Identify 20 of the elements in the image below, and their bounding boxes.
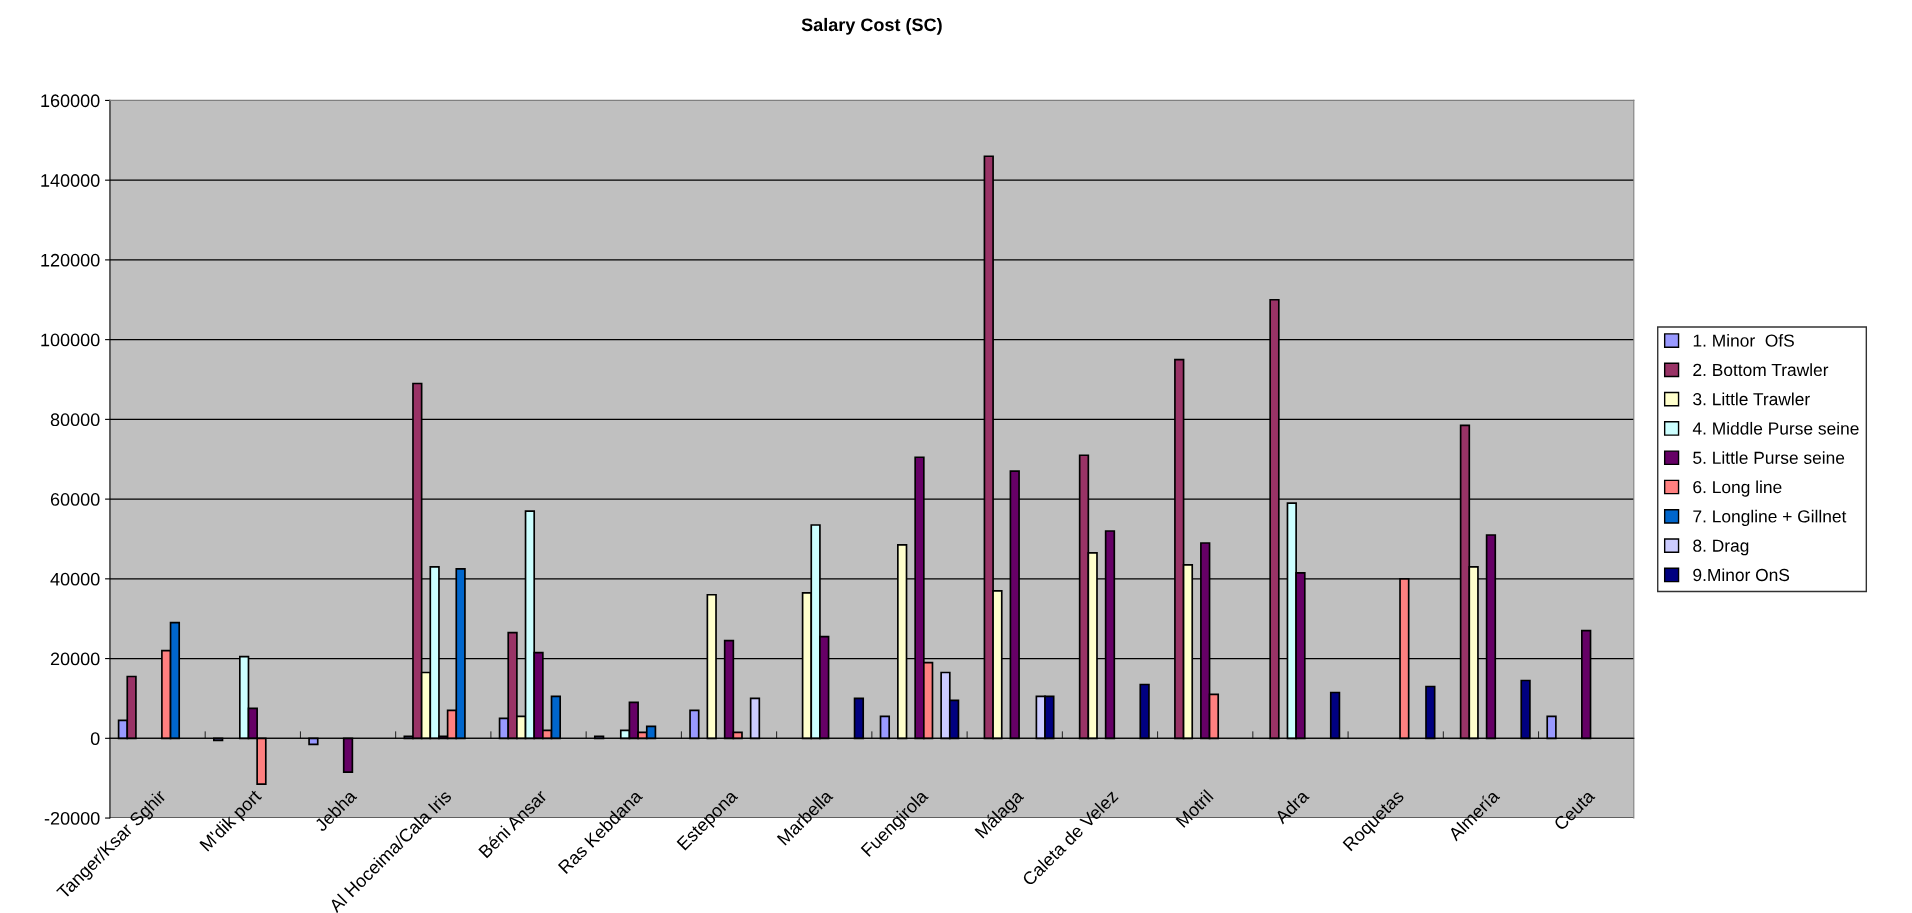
chart-title: Salary Cost (SC): [801, 17, 942, 35]
legend-label: 1. Minor OfS: [1693, 334, 1794, 347]
legend-label: 5. Little Purse seine: [1693, 451, 1845, 464]
y-tick-label: -20000: [44, 811, 100, 825]
y-tick-label: 160000: [41, 94, 100, 108]
y-tick-label: 120000: [41, 253, 100, 267]
y-tick-label: 80000: [50, 413, 100, 427]
legend-label: 8. Drag: [1693, 539, 1749, 556]
y-tick-label: 140000: [41, 174, 100, 187]
legend-label: 6. Long line: [1693, 480, 1782, 497]
legend-label: 3. Little Trawler: [1693, 392, 1810, 406]
y-tick-label: 20000: [50, 652, 100, 666]
y-tick-label: 60000: [50, 493, 100, 506]
y-tick-label: 0: [90, 732, 100, 746]
y-tick-label: 100000: [41, 333, 100, 347]
y-tick-label: 40000: [50, 572, 100, 586]
legend-label: 4. Middle Purse seine: [1692, 421, 1859, 435]
legend-label: 2. Bottom Trawler: [1693, 363, 1829, 377]
legend-label: 9.Minor OnS: [1693, 568, 1790, 582]
legend-label: 7. Longline + Gillnet: [1693, 509, 1847, 526]
